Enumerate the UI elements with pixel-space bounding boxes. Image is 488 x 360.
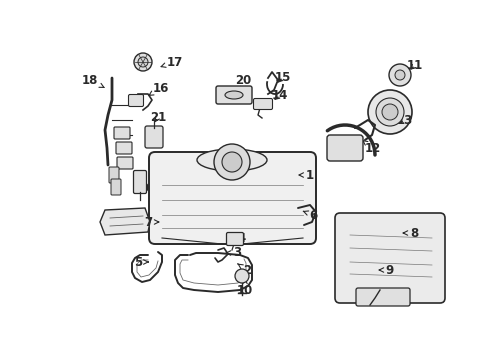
FancyBboxPatch shape — [117, 157, 133, 169]
Circle shape — [235, 269, 248, 283]
Text: 1: 1 — [298, 168, 313, 181]
Circle shape — [214, 144, 249, 180]
Text: 9: 9 — [379, 264, 393, 276]
Text: 13: 13 — [396, 113, 412, 126]
FancyBboxPatch shape — [355, 288, 409, 306]
Text: 21: 21 — [149, 111, 166, 123]
Circle shape — [138, 57, 148, 67]
FancyBboxPatch shape — [128, 95, 143, 107]
Text: 12: 12 — [361, 140, 380, 154]
Text: 11: 11 — [406, 59, 422, 72]
Text: 14: 14 — [271, 89, 287, 102]
Circle shape — [394, 70, 404, 80]
Text: 3: 3 — [226, 247, 241, 260]
FancyBboxPatch shape — [109, 167, 119, 183]
Text: 20: 20 — [234, 73, 251, 91]
Text: 8: 8 — [403, 226, 417, 239]
FancyBboxPatch shape — [114, 127, 130, 139]
FancyBboxPatch shape — [149, 152, 315, 244]
FancyBboxPatch shape — [111, 179, 121, 195]
FancyBboxPatch shape — [334, 213, 444, 303]
FancyBboxPatch shape — [133, 171, 146, 194]
Text: 5: 5 — [134, 256, 148, 269]
Text: 16: 16 — [149, 81, 169, 95]
FancyBboxPatch shape — [326, 135, 362, 161]
Text: 19: 19 — [134, 176, 150, 194]
FancyBboxPatch shape — [216, 86, 251, 104]
Ellipse shape — [224, 91, 243, 99]
Circle shape — [375, 98, 403, 126]
FancyBboxPatch shape — [116, 142, 132, 154]
Circle shape — [388, 64, 410, 86]
Text: 15: 15 — [274, 71, 290, 84]
Circle shape — [222, 152, 242, 172]
Circle shape — [367, 90, 411, 134]
FancyBboxPatch shape — [253, 99, 272, 109]
FancyBboxPatch shape — [145, 126, 163, 148]
Text: 7: 7 — [143, 216, 159, 229]
Circle shape — [134, 53, 152, 71]
Text: 17: 17 — [161, 55, 183, 68]
Ellipse shape — [197, 149, 266, 171]
FancyBboxPatch shape — [226, 233, 243, 246]
Text: 6: 6 — [303, 208, 317, 221]
Text: 2: 2 — [237, 264, 250, 276]
Text: 10: 10 — [236, 279, 253, 297]
Text: 4: 4 — [232, 231, 245, 244]
Text: 18: 18 — [81, 73, 104, 87]
Circle shape — [381, 104, 397, 120]
Polygon shape — [100, 208, 150, 235]
